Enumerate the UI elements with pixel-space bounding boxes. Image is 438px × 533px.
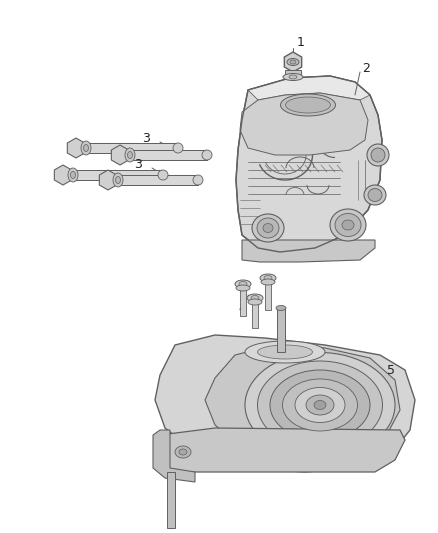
- Polygon shape: [86, 143, 178, 153]
- Text: 3: 3: [134, 157, 142, 171]
- Ellipse shape: [239, 281, 247, 287]
- Ellipse shape: [286, 97, 331, 113]
- Polygon shape: [160, 428, 405, 472]
- Ellipse shape: [84, 144, 88, 151]
- Ellipse shape: [158, 170, 168, 180]
- Ellipse shape: [113, 173, 123, 187]
- Ellipse shape: [306, 395, 334, 415]
- Ellipse shape: [314, 400, 326, 409]
- Ellipse shape: [68, 168, 78, 182]
- Polygon shape: [248, 76, 370, 100]
- Polygon shape: [285, 70, 301, 77]
- Polygon shape: [155, 335, 415, 472]
- Ellipse shape: [173, 143, 183, 153]
- Ellipse shape: [330, 209, 366, 241]
- Ellipse shape: [116, 176, 120, 183]
- Ellipse shape: [179, 449, 187, 455]
- Text: 1: 1: [297, 36, 305, 49]
- Polygon shape: [265, 278, 271, 310]
- Ellipse shape: [342, 220, 354, 230]
- Text: 3: 3: [142, 132, 150, 144]
- Polygon shape: [153, 430, 195, 482]
- Polygon shape: [284, 52, 302, 72]
- Polygon shape: [252, 298, 258, 328]
- Polygon shape: [236, 76, 382, 252]
- Ellipse shape: [289, 75, 297, 79]
- Ellipse shape: [71, 172, 75, 179]
- Ellipse shape: [127, 151, 133, 158]
- Polygon shape: [111, 145, 129, 165]
- Ellipse shape: [290, 60, 296, 64]
- Polygon shape: [73, 170, 163, 180]
- Polygon shape: [67, 138, 85, 158]
- Polygon shape: [130, 150, 207, 160]
- Ellipse shape: [261, 279, 275, 285]
- Ellipse shape: [364, 185, 386, 205]
- Polygon shape: [242, 240, 375, 262]
- Polygon shape: [205, 345, 400, 460]
- Ellipse shape: [260, 274, 276, 282]
- Ellipse shape: [81, 141, 91, 155]
- Ellipse shape: [257, 218, 279, 238]
- Ellipse shape: [248, 299, 262, 305]
- Ellipse shape: [245, 352, 395, 457]
- Ellipse shape: [236, 285, 250, 291]
- Ellipse shape: [235, 280, 251, 288]
- Ellipse shape: [276, 305, 286, 311]
- Text: 4: 4: [238, 302, 246, 314]
- Ellipse shape: [368, 189, 382, 201]
- Ellipse shape: [125, 148, 135, 162]
- Polygon shape: [240, 93, 368, 155]
- Ellipse shape: [245, 341, 325, 363]
- Polygon shape: [167, 472, 175, 528]
- Ellipse shape: [295, 387, 345, 423]
- Ellipse shape: [252, 214, 284, 242]
- Ellipse shape: [283, 379, 357, 431]
- Ellipse shape: [287, 59, 299, 66]
- Ellipse shape: [202, 150, 212, 160]
- Ellipse shape: [264, 276, 272, 280]
- Ellipse shape: [263, 223, 273, 232]
- Ellipse shape: [258, 345, 312, 359]
- Polygon shape: [277, 308, 285, 352]
- Ellipse shape: [175, 446, 191, 458]
- Ellipse shape: [283, 74, 303, 80]
- Ellipse shape: [335, 214, 361, 237]
- Ellipse shape: [193, 175, 203, 185]
- Ellipse shape: [251, 295, 259, 301]
- Ellipse shape: [247, 294, 263, 302]
- Ellipse shape: [270, 370, 370, 440]
- Polygon shape: [118, 175, 198, 185]
- Ellipse shape: [371, 148, 385, 162]
- Text: 5: 5: [387, 364, 395, 376]
- Ellipse shape: [280, 94, 336, 116]
- Polygon shape: [54, 165, 72, 185]
- Polygon shape: [99, 170, 117, 190]
- Ellipse shape: [367, 144, 389, 166]
- Text: 2: 2: [362, 61, 370, 75]
- Polygon shape: [240, 284, 246, 316]
- Ellipse shape: [258, 361, 382, 449]
